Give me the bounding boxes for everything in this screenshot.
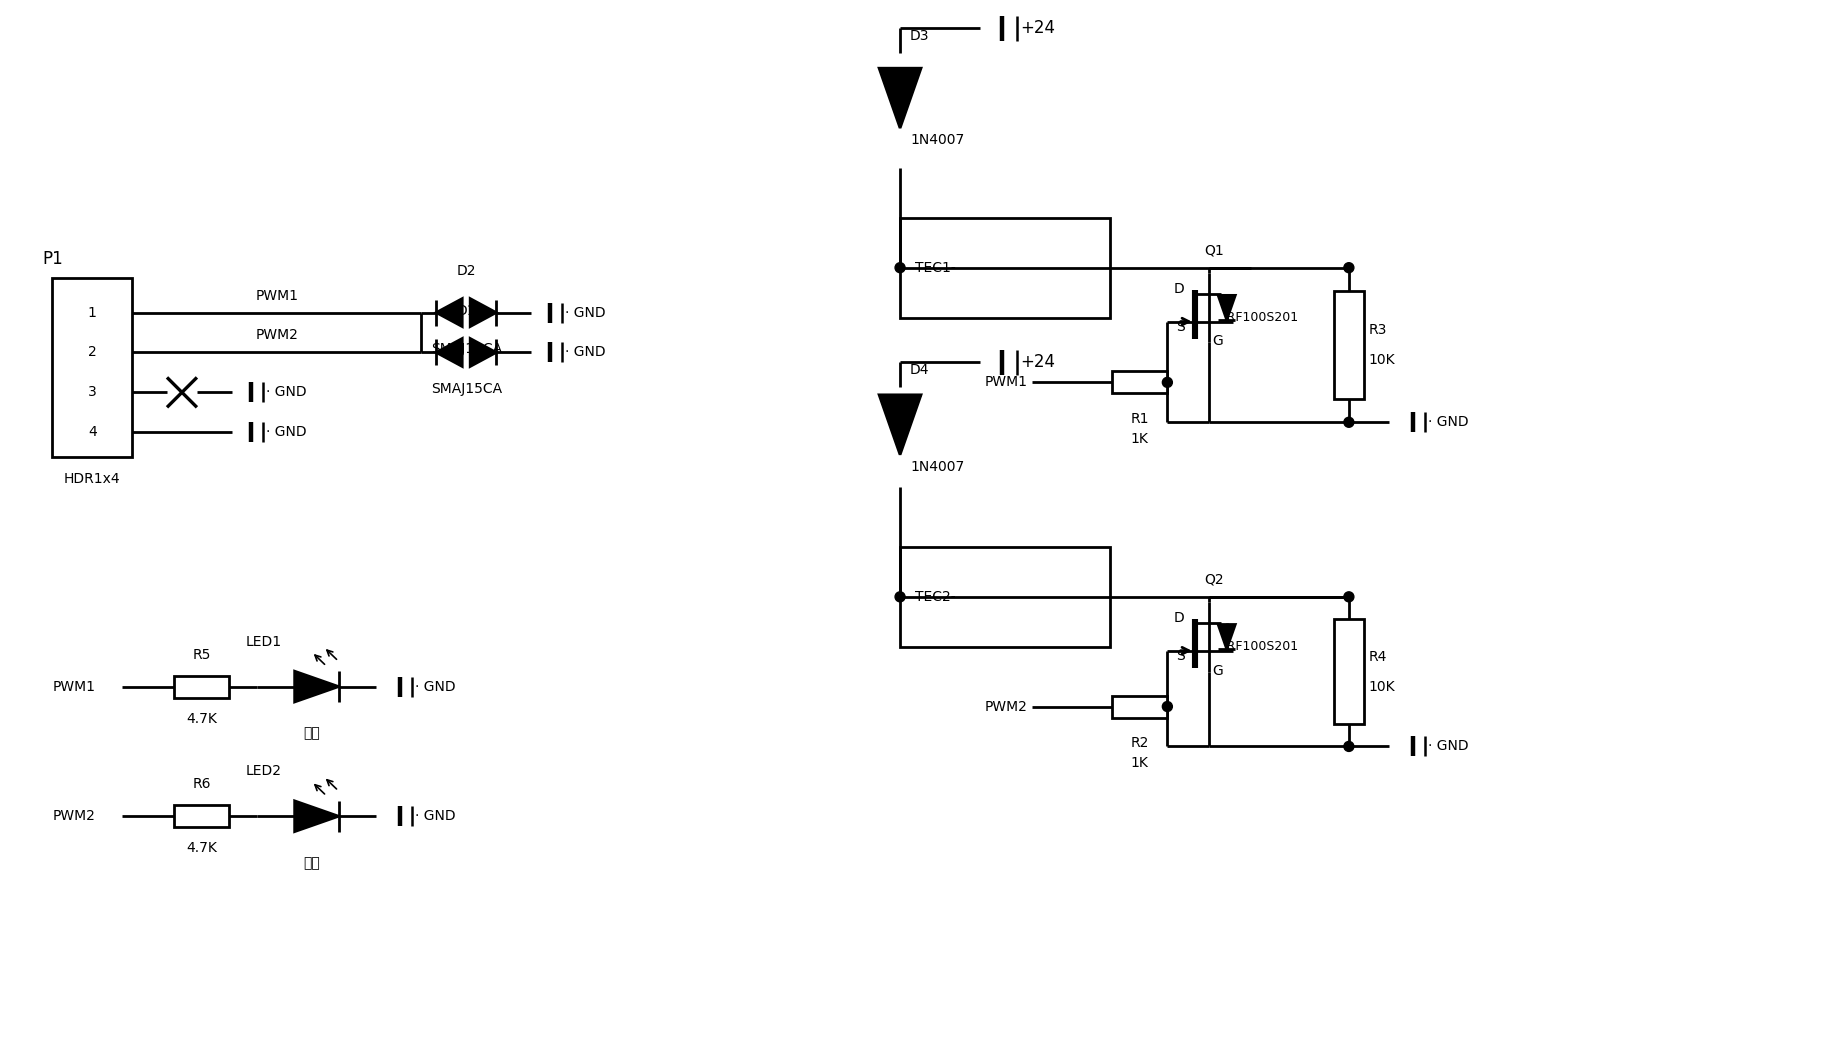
Text: HDR1x4: HDR1x4 xyxy=(65,472,120,486)
Text: · GND: · GND xyxy=(1427,740,1467,754)
Text: D: D xyxy=(1173,611,1185,625)
Circle shape xyxy=(1343,263,1353,273)
Bar xyxy=(174,805,229,828)
Polygon shape xyxy=(469,338,495,367)
Text: 4.7K: 4.7K xyxy=(187,841,218,855)
Bar xyxy=(52,278,131,458)
Polygon shape xyxy=(436,338,462,367)
Text: 1K: 1K xyxy=(1129,432,1148,446)
Text: 10K: 10K xyxy=(1368,353,1395,367)
Text: PWM1: PWM1 xyxy=(52,680,96,693)
Text: 2: 2 xyxy=(87,346,96,359)
Circle shape xyxy=(1343,592,1353,601)
Circle shape xyxy=(1343,418,1353,427)
Circle shape xyxy=(894,263,904,273)
Text: +24: +24 xyxy=(1020,353,1055,371)
Text: 4: 4 xyxy=(87,425,96,440)
Text: G: G xyxy=(1212,664,1222,678)
Polygon shape xyxy=(294,671,338,702)
Text: R2: R2 xyxy=(1129,737,1148,750)
Polygon shape xyxy=(469,299,495,327)
Text: LED2: LED2 xyxy=(246,764,281,778)
Circle shape xyxy=(894,592,904,601)
Text: IRF100S201: IRF100S201 xyxy=(1223,641,1299,653)
Text: PWM2: PWM2 xyxy=(52,810,94,823)
Text: P1: P1 xyxy=(43,249,63,267)
Text: R4: R4 xyxy=(1368,650,1386,664)
Text: S: S xyxy=(1175,649,1185,663)
Text: · GND: · GND xyxy=(1427,415,1467,429)
Text: 10K: 10K xyxy=(1368,680,1395,693)
Text: · GND: · GND xyxy=(416,810,456,823)
Text: R6: R6 xyxy=(192,777,211,792)
Text: +24: +24 xyxy=(1020,19,1055,37)
Text: D: D xyxy=(1173,281,1185,296)
Text: 4.7K: 4.7K xyxy=(187,711,218,725)
Text: TEC2-: TEC2- xyxy=(915,590,955,604)
Bar xyxy=(900,546,1109,647)
Text: Q1: Q1 xyxy=(1203,244,1223,258)
Text: PWM2: PWM2 xyxy=(983,700,1027,713)
Text: PWM1: PWM1 xyxy=(255,289,298,302)
Text: D3: D3 xyxy=(909,30,930,43)
Text: 红色: 红色 xyxy=(303,856,320,870)
Text: 1K: 1K xyxy=(1129,757,1148,771)
Bar xyxy=(1332,619,1364,724)
Text: D2: D2 xyxy=(456,263,475,278)
Text: 3: 3 xyxy=(87,386,96,400)
Text: · GND: · GND xyxy=(565,305,606,319)
Text: 1N4007: 1N4007 xyxy=(909,460,965,474)
Bar xyxy=(1332,291,1364,400)
Text: · GND: · GND xyxy=(565,346,606,359)
Text: TEC1-: TEC1- xyxy=(915,261,955,275)
Bar xyxy=(900,218,1109,317)
Polygon shape xyxy=(878,395,920,455)
Polygon shape xyxy=(436,299,462,327)
Polygon shape xyxy=(1218,625,1234,649)
Text: S: S xyxy=(1175,319,1185,334)
Text: PWM1: PWM1 xyxy=(983,375,1027,389)
Text: R3: R3 xyxy=(1368,323,1386,337)
Text: Q2: Q2 xyxy=(1203,573,1223,587)
Circle shape xyxy=(1162,702,1172,711)
Text: SMAJ15CA: SMAJ15CA xyxy=(431,383,501,396)
Polygon shape xyxy=(1218,295,1234,320)
Bar xyxy=(1111,696,1166,718)
Text: LED1: LED1 xyxy=(246,634,281,649)
Text: PWM2: PWM2 xyxy=(255,329,298,342)
Text: 1N4007: 1N4007 xyxy=(909,133,965,147)
Text: D4: D4 xyxy=(909,364,930,377)
Polygon shape xyxy=(294,801,338,832)
Text: · GND: · GND xyxy=(416,680,456,693)
Text: G: G xyxy=(1212,334,1222,349)
Circle shape xyxy=(1343,741,1353,752)
Text: R5: R5 xyxy=(192,648,211,662)
Bar xyxy=(174,675,229,698)
Text: 红色: 红色 xyxy=(303,726,320,741)
Text: · GND: · GND xyxy=(266,386,307,400)
Text: · GND: · GND xyxy=(266,425,307,440)
Text: SMAJ15CA: SMAJ15CA xyxy=(431,342,501,356)
Text: D1: D1 xyxy=(456,303,475,317)
Text: 1: 1 xyxy=(87,305,96,319)
Circle shape xyxy=(1162,377,1172,387)
Bar xyxy=(1111,371,1166,393)
Text: R1: R1 xyxy=(1129,412,1148,426)
Polygon shape xyxy=(878,69,920,128)
Text: IRF100S201: IRF100S201 xyxy=(1223,311,1299,324)
